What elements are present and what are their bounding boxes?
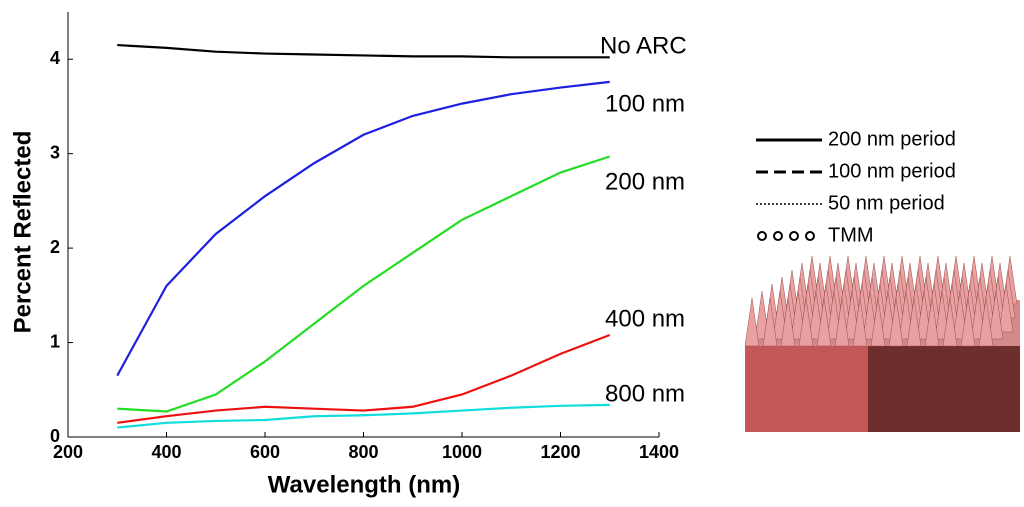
legend-swatch [773, 231, 783, 241]
y-tick-label: 3 [50, 142, 60, 162]
cone [888, 297, 904, 347]
x-tick-label: 600 [250, 442, 280, 462]
x-tick-label: 1000 [442, 442, 482, 462]
series-line [117, 403, 610, 429]
legend-swatch [789, 231, 799, 241]
cone [772, 290, 788, 340]
cone [852, 297, 868, 347]
cone [978, 297, 994, 347]
y-axis-title: Percent Reflected [9, 131, 36, 334]
cone [754, 290, 770, 340]
x-tick-label: 200 [53, 442, 83, 462]
cone [906, 297, 922, 347]
cone [844, 290, 860, 340]
x-tick-label: 400 [151, 442, 181, 462]
cone [808, 290, 824, 340]
cone [898, 290, 914, 340]
cone-illustration [744, 255, 1020, 432]
y-tick-label: 0 [50, 426, 60, 446]
cone [816, 297, 832, 347]
cone [762, 297, 778, 347]
series-line [117, 155, 611, 413]
series-label: 800 nm [605, 380, 685, 407]
series-label: 400 nm [605, 305, 685, 332]
cone [916, 290, 932, 340]
cone [826, 290, 842, 340]
y-tick-label: 4 [50, 48, 60, 68]
cone [942, 297, 958, 347]
legend-label: 200 nm period [828, 128, 956, 150]
cone [934, 290, 950, 340]
cone [952, 290, 968, 340]
cone [880, 290, 896, 340]
cone [970, 290, 986, 340]
x-axis-title: Wavelength (nm) [268, 471, 460, 498]
cone [870, 297, 886, 347]
series-label: 200 nm [605, 168, 685, 195]
cone [988, 290, 1004, 340]
y-tick-label: 1 [50, 331, 60, 351]
cone [780, 297, 796, 347]
x-tick-label: 1400 [639, 442, 679, 462]
legend-label: TMM [828, 224, 874, 246]
series-line [116, 80, 610, 377]
cone [798, 297, 814, 347]
series-label: 100 nm [605, 90, 685, 117]
cone [834, 297, 850, 347]
cone [998, 283, 1014, 333]
legend-swatch [757, 231, 767, 241]
cone [790, 290, 806, 340]
x-tick-label: 1200 [540, 442, 580, 462]
cone [960, 297, 976, 347]
cone [744, 297, 760, 347]
series-line [117, 333, 611, 424]
cone [924, 297, 940, 347]
x-tick-label: 800 [348, 442, 378, 462]
legend-label: 100 nm period [828, 160, 956, 182]
legend-swatch [805, 231, 815, 241]
legend-label: 50 nm period [828, 192, 945, 214]
y-tick-label: 2 [50, 237, 60, 257]
cone [862, 290, 878, 340]
series-line [117, 43, 610, 59]
series-label: No ARC [600, 32, 687, 59]
